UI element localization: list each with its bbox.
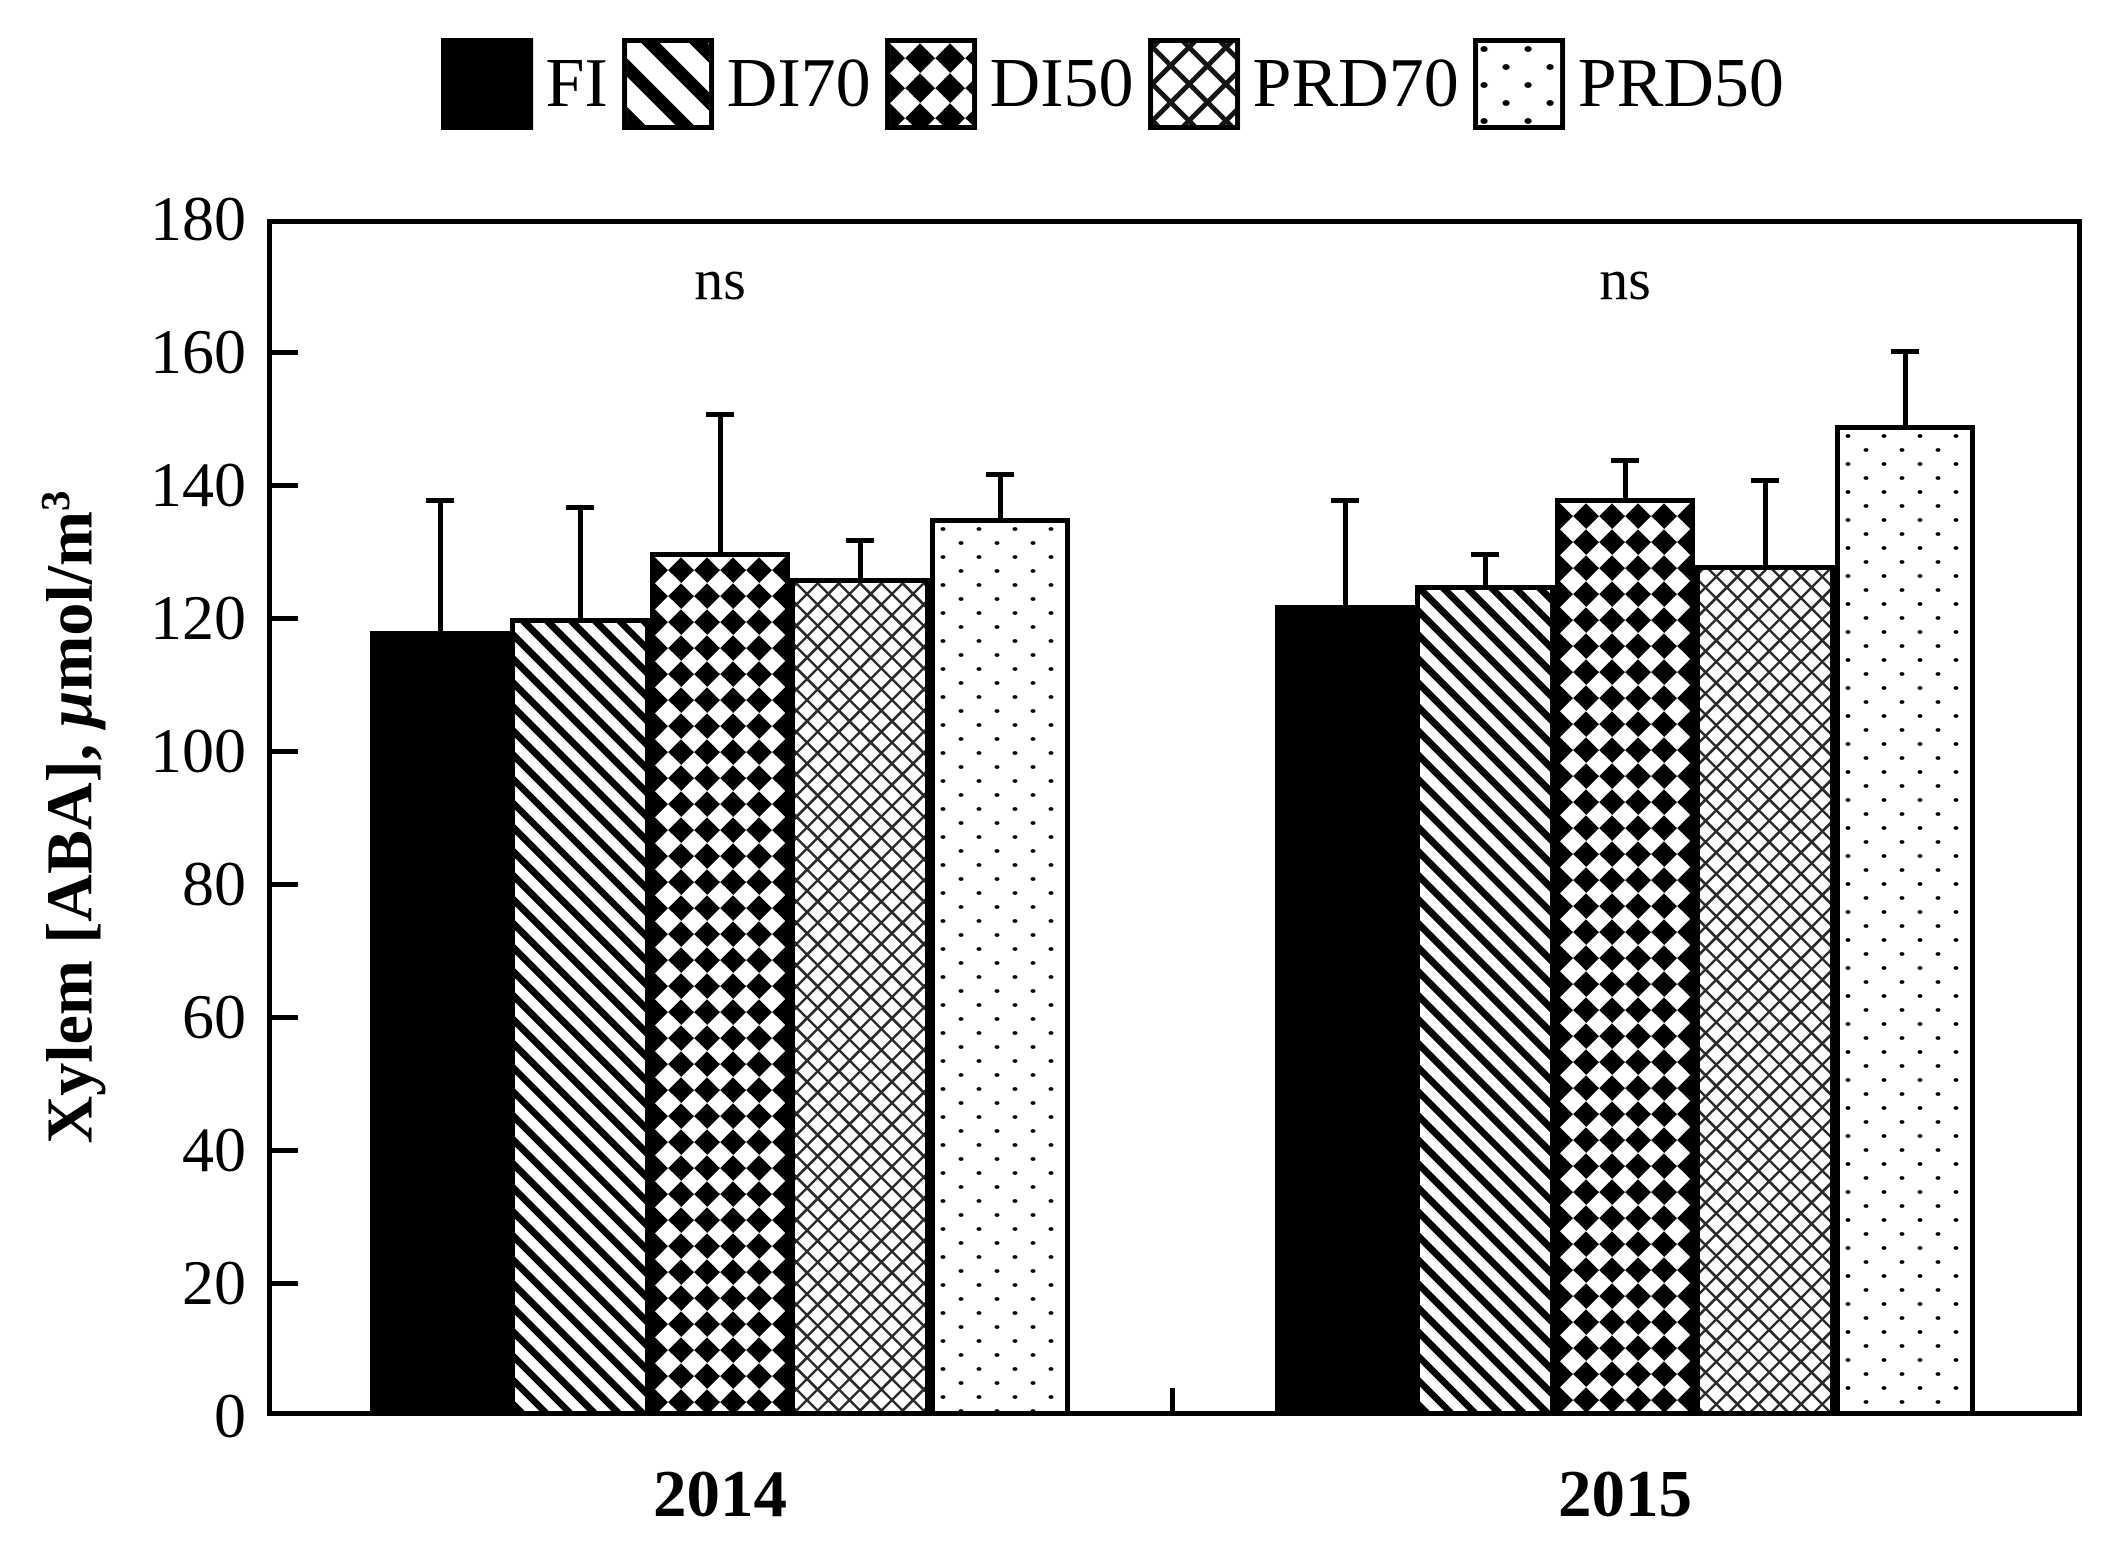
- error-bar-stem-DI50-2015: [1622, 458, 1628, 503]
- y-axis-tick: [272, 482, 298, 488]
- error-bar-stem-FI-2015: [1342, 498, 1348, 609]
- bar-PRD50-2014: [930, 518, 1070, 1416]
- y-tick-label: 80: [182, 848, 246, 919]
- bar-FI-2014: [370, 631, 510, 1416]
- error-bar-stem-DI50-2014: [717, 411, 723, 556]
- y-tick-label: 100: [150, 715, 246, 786]
- legend-swatch-dots-icon: [1472, 38, 1565, 130]
- error-bar-cap-DI50-2015: [1611, 458, 1639, 464]
- legend-swatch-crosshatch-icon: [1147, 38, 1240, 130]
- bar-FI-2015: [1275, 604, 1415, 1416]
- y-tick-label: 0: [214, 1380, 246, 1451]
- bar-PRD70-2015: [1695, 564, 1835, 1416]
- error-bar-stem-PRD50-2015: [1902, 348, 1908, 430]
- bar-DI50-2014: [650, 551, 790, 1416]
- annotation-ns-2014: ns: [694, 247, 746, 312]
- error-bar-stem-DI70-2014: [577, 504, 583, 622]
- y-tick-label: 160: [150, 316, 246, 387]
- y-axis-tick: [272, 1147, 298, 1153]
- y-tick-label: 120: [150, 582, 246, 653]
- error-bar-stem-PRD70-2015: [1762, 478, 1768, 569]
- error-bar-cap-FI-2014: [426, 498, 454, 504]
- bar-PRD50-2015: [1835, 425, 1975, 1416]
- error-bar-stem-DI70-2015: [1482, 551, 1488, 589]
- error-bar-cap-PRD70-2015: [1751, 478, 1779, 484]
- y-axis-tick: [272, 1014, 298, 1020]
- bar-DI70-2014: [510, 618, 650, 1416]
- y-tick-label: 140: [150, 449, 246, 520]
- bar-DI70-2015: [1415, 584, 1555, 1416]
- error-bar-cap-PRD50-2014: [986, 471, 1014, 477]
- error-bar-cap-PRD50-2015: [1891, 348, 1919, 354]
- error-bar-cap-FI-2015: [1331, 498, 1359, 504]
- error-bar-cap-PRD70-2014: [846, 538, 874, 544]
- error-bar-cap-DI50-2014: [706, 411, 734, 417]
- y-tick-label: 60: [182, 981, 246, 1052]
- error-bar-stem-PRD50-2014: [997, 471, 1003, 523]
- y-tick-label: 20: [182, 1247, 246, 1318]
- y-axis-tick: [272, 615, 298, 621]
- bar-PRD70-2014: [790, 578, 930, 1416]
- y-axis-tick: [272, 881, 298, 887]
- legend-label: DI50: [989, 45, 1134, 122]
- x-category-label-2015: 2015: [1558, 1457, 1692, 1531]
- y-axis-title-text: Xylem [ABA],: [33, 727, 107, 1144]
- x-axis-divider-tick: [1170, 1388, 1175, 1414]
- error-bar-stem-FI-2014: [437, 498, 443, 636]
- legend-label: DI70: [726, 45, 871, 122]
- legend-item-DI50: DI50: [884, 38, 1134, 130]
- legend-swatch-diamonds-icon: [884, 38, 977, 130]
- chart-legend: FI DI70 DI50 PRD70 PRD50: [440, 38, 1784, 130]
- y-axis-tick: [272, 748, 298, 754]
- error-bar-cap-DI70-2015: [1471, 551, 1499, 557]
- error-bar-cap-DI70-2014: [566, 504, 594, 510]
- y-axis-tick: [272, 1280, 298, 1286]
- legend-item-DI70: DI70: [621, 38, 871, 130]
- legend-label: PRD50: [1577, 45, 1784, 122]
- annotation-ns-2015: ns: [1599, 247, 1651, 312]
- legend-label: FI: [545, 45, 608, 122]
- x-category-label-2014: 2014: [653, 1457, 787, 1531]
- error-bar-stem-PRD70-2014: [857, 538, 863, 583]
- y-tick-label: 40: [182, 1114, 246, 1185]
- y-axis-tick: [272, 349, 298, 355]
- legend-item-PRD70: PRD70: [1147, 38, 1459, 130]
- bar-DI50-2015: [1555, 498, 1695, 1416]
- legend-label: PRD70: [1252, 45, 1459, 122]
- legend-swatch-solid-icon: [440, 38, 533, 130]
- legend-item-FI: FI: [440, 38, 608, 130]
- legend-swatch-stripes-icon: [621, 38, 714, 130]
- legend-item-PRD50: PRD50: [1472, 38, 1784, 130]
- y-tick-label: 180: [150, 183, 246, 254]
